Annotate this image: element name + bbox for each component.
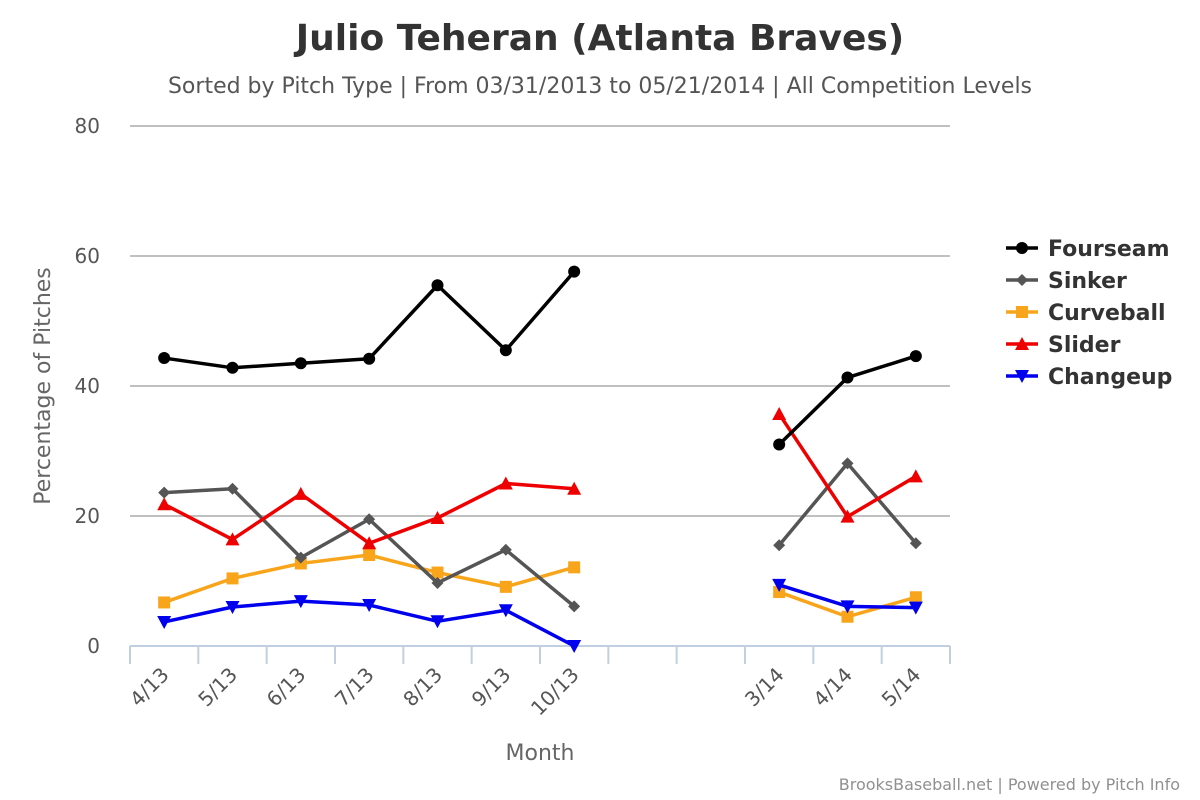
y-axis-label: Percentage of Pitches bbox=[31, 267, 56, 505]
slider-point bbox=[498, 476, 513, 490]
fourseam-point bbox=[363, 352, 376, 365]
fourseam-point bbox=[568, 265, 581, 278]
fourseam-point bbox=[294, 357, 307, 370]
curveball-point bbox=[909, 591, 922, 604]
legend-label: Changeup bbox=[1048, 365, 1172, 390]
x-tick-label: 7/13 bbox=[330, 663, 379, 712]
slider-point bbox=[772, 406, 787, 420]
changeup-point bbox=[157, 615, 172, 629]
fourseam-point bbox=[773, 438, 786, 451]
series-changeup bbox=[157, 578, 923, 653]
sinker-point bbox=[841, 457, 854, 470]
sinker-point bbox=[568, 600, 581, 613]
x-tick-label: 4/13 bbox=[125, 663, 174, 712]
legend-label: Slider bbox=[1048, 333, 1121, 358]
legend-label: Sinker bbox=[1048, 269, 1127, 294]
x-tick-label: 10/13 bbox=[526, 663, 584, 721]
chart-title: Julio Teheran (Atlanta Braves) bbox=[293, 18, 904, 59]
series-sinker bbox=[158, 457, 922, 613]
legend-label: Curveball bbox=[1048, 301, 1166, 326]
curveball-point bbox=[841, 610, 854, 623]
x-tick-label: 3/14 bbox=[740, 663, 789, 712]
slider-point bbox=[293, 486, 308, 500]
sinker-point bbox=[363, 513, 376, 526]
y-tick-label: 80 bbox=[75, 114, 100, 138]
legend-marker bbox=[1015, 370, 1029, 383]
legend-item-sinker[interactable]: Sinker bbox=[1006, 269, 1127, 294]
changeup-point bbox=[908, 601, 923, 615]
fourseam-point bbox=[841, 371, 854, 384]
plot-area bbox=[157, 265, 923, 653]
slider-point bbox=[430, 510, 445, 524]
changeup-point bbox=[772, 578, 787, 592]
y-axis-ticks: 0 20 40 60 80 bbox=[75, 114, 100, 658]
curveball-line bbox=[163, 553, 575, 605]
slider-point bbox=[157, 497, 172, 511]
x-axis: 4/13 5/13 6/13 7/13 8/13 9/13 10/13 3/14 4/14 5/1… bbox=[125, 645, 951, 721]
x-tick-label: 8/13 bbox=[398, 663, 447, 712]
series-curveball bbox=[158, 549, 922, 623]
legend[interactable]: Fourseam Sinker Curveball Slider Changeup bbox=[1006, 237, 1172, 390]
fourseam-point bbox=[158, 352, 171, 365]
x-axis-label: Month bbox=[506, 741, 575, 766]
credit-text: BrooksBaseball.net | Powered by Pitch In… bbox=[839, 775, 1180, 794]
y-tick-label: 0 bbox=[87, 634, 100, 658]
curveball-point bbox=[499, 580, 512, 593]
fourseam-line bbox=[777, 354, 917, 446]
x-tick-label: 6/13 bbox=[262, 663, 311, 712]
changeup-point bbox=[840, 600, 855, 614]
sinker-point bbox=[158, 486, 171, 499]
slider-point bbox=[908, 469, 923, 483]
sinker-point bbox=[909, 537, 922, 550]
legend-item-fourseam[interactable]: Fourseam bbox=[1006, 237, 1170, 262]
fourseam-point bbox=[226, 361, 239, 374]
sinker-point bbox=[499, 543, 512, 556]
curveball-point bbox=[158, 596, 171, 609]
curveball-point bbox=[226, 572, 239, 585]
legend-item-changeup[interactable]: Changeup bbox=[1006, 365, 1172, 390]
legend-label: Fourseam bbox=[1048, 237, 1170, 262]
series-fourseam bbox=[158, 265, 922, 451]
chart-subtitle: Sorted by Pitch Type | From 03/31/2013 t… bbox=[168, 74, 1032, 99]
legend-item-curveball[interactable]: Curveball bbox=[1006, 301, 1166, 326]
fourseam-point bbox=[499, 344, 512, 357]
x-tick-label: 5/14 bbox=[877, 663, 926, 712]
changeup-point bbox=[567, 640, 582, 653]
curveball-point bbox=[773, 586, 786, 599]
grid-lines bbox=[130, 125, 950, 517]
slider-point bbox=[225, 532, 240, 546]
legend-marker bbox=[1015, 337, 1029, 350]
sinker-point bbox=[431, 576, 444, 589]
legend-item-slider[interactable]: Slider bbox=[1006, 333, 1121, 358]
fourseam-point bbox=[909, 350, 922, 363]
slider-point bbox=[362, 536, 377, 550]
sinker-point bbox=[773, 539, 786, 552]
legend-marker bbox=[1016, 242, 1028, 254]
curveball-point bbox=[568, 561, 581, 574]
changeup-point bbox=[225, 601, 240, 614]
changeup-point bbox=[498, 604, 513, 618]
y-tick-label: 60 bbox=[75, 244, 100, 268]
x-tick-label: 9/13 bbox=[467, 663, 516, 712]
legend-marker bbox=[1016, 274, 1028, 286]
fourseam-point bbox=[431, 279, 444, 292]
curveball-point bbox=[363, 549, 376, 561]
y-tick-label: 40 bbox=[75, 374, 100, 398]
sinker-point bbox=[226, 482, 239, 495]
x-tick-label: 5/13 bbox=[193, 663, 242, 712]
changeup-point bbox=[362, 599, 377, 613]
sinker-line bbox=[777, 461, 918, 547]
legend-marker bbox=[1016, 306, 1028, 318]
sinker-point bbox=[294, 551, 307, 564]
changeup-point bbox=[293, 595, 308, 609]
slider-point bbox=[567, 481, 582, 495]
changeup-point bbox=[430, 615, 445, 629]
y-tick-label: 20 bbox=[75, 504, 100, 528]
curveball-point bbox=[431, 566, 444, 579]
series-slider bbox=[157, 406, 923, 550]
slider-point bbox=[840, 509, 855, 523]
x-tick-label: 4/14 bbox=[808, 663, 857, 712]
